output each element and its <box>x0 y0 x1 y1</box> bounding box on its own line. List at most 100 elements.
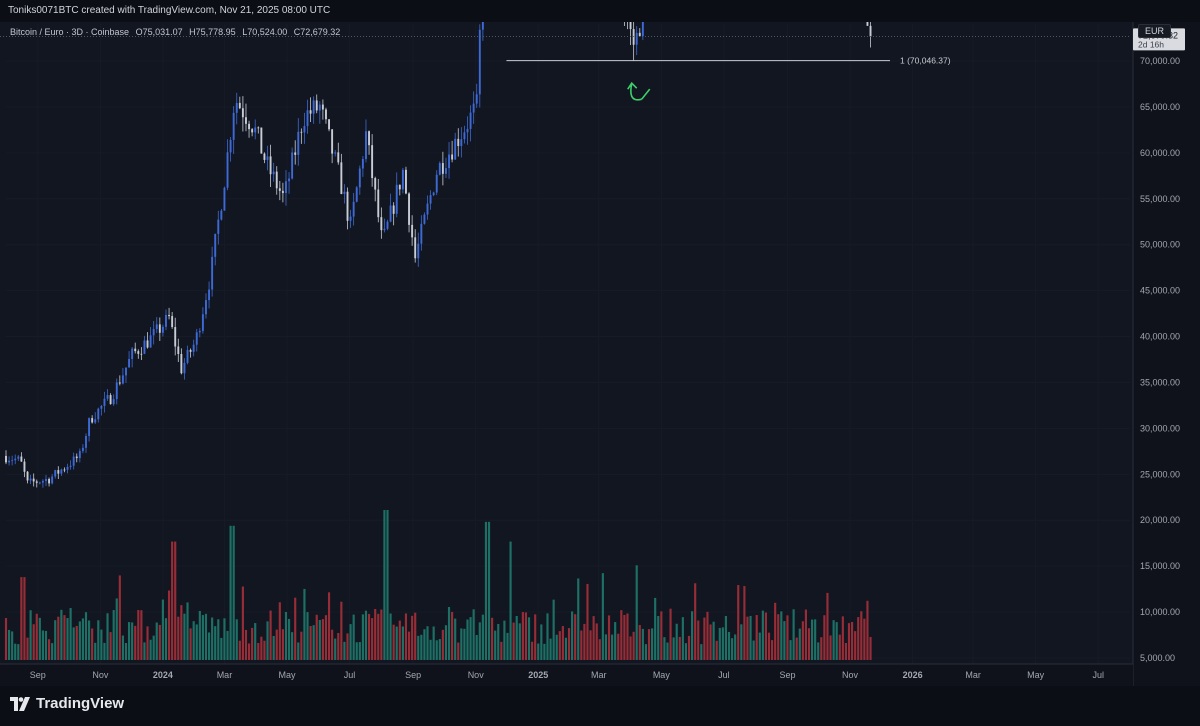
volume-bar <box>623 614 626 660</box>
volume-bar <box>647 629 651 660</box>
volume-bar <box>691 611 694 660</box>
volume-bar <box>395 626 398 660</box>
time-tick-label: Mar <box>591 670 607 680</box>
volume-bar <box>487 521 491 660</box>
ohlc-close: C72,679.32 <box>293 27 341 37</box>
price-chart[interactable]: 0 (105,914.36)0.25 (96,947.36)0.5 (87,98… <box>0 22 1200 686</box>
volume-bar <box>20 577 23 660</box>
volume-bar <box>171 541 174 660</box>
candle-body <box>269 156 272 175</box>
volume-bar <box>438 639 441 660</box>
symbol-legend: Bitcoin / Euro · 3D · Coinbase O75,031.0… <box>10 27 344 37</box>
candle-body <box>149 335 152 348</box>
candle-body <box>41 480 44 483</box>
volume-bar <box>678 636 681 660</box>
volume-bar <box>118 575 121 660</box>
volume-bar <box>601 573 604 660</box>
time-tick-label: Sep <box>779 670 795 680</box>
candle-body <box>312 100 315 114</box>
volume-bar <box>632 631 635 660</box>
volume-bar <box>383 510 386 660</box>
candle-body <box>632 29 635 45</box>
volume-bar <box>103 642 106 660</box>
volume-bar <box>63 615 66 660</box>
volume-bar <box>724 615 728 660</box>
symbol-name[interactable]: Bitcoin / Euro · 3D · Coinbase <box>10 27 130 37</box>
volume-bar <box>377 613 380 660</box>
candle-body <box>291 152 294 179</box>
candle-body <box>337 152 340 163</box>
volume-bar <box>275 629 278 660</box>
price-tick-label: 55,000.00 <box>1140 194 1180 204</box>
volume-bar <box>580 630 583 660</box>
candle-body <box>186 349 189 363</box>
volume-bar <box>798 628 801 660</box>
candle-body <box>100 405 103 409</box>
candle-body <box>69 465 72 467</box>
volume-bar <box>500 641 503 660</box>
candle-body <box>463 132 466 140</box>
candle-body <box>260 127 263 154</box>
volume-bar <box>807 628 811 660</box>
volume-bar <box>629 636 632 660</box>
price-axis[interactable]: 5,000.00 10,000.00 15,000.00 20,000.00 25,00… <box>1132 22 1200 686</box>
volume-bar <box>666 642 669 660</box>
volume-bar <box>700 644 703 660</box>
volume-bar <box>512 622 515 660</box>
volume-bar <box>371 618 374 660</box>
candle-body <box>32 478 35 482</box>
volume-bar <box>392 624 395 660</box>
volume-bar <box>718 627 721 660</box>
volume-bar <box>94 642 97 660</box>
volume-bar <box>727 631 731 660</box>
volume-bar <box>847 623 851 660</box>
tradingview-logo[interactable]: TradingView <box>10 695 124 712</box>
fib-retracement[interactable]: 0 (105,914.36)0.25 (96,947.36)0.5 (87,98… <box>506 22 962 66</box>
candle-body <box>254 127 257 133</box>
volume-bar <box>407 631 411 660</box>
candle-body <box>423 214 426 224</box>
time-axis[interactable]: Sep Nov 2024 Mar May Jul Sep Nov 2025 Mar May Jul Se… <box>0 663 1133 686</box>
volume-bar <box>546 613 549 660</box>
volume-bar <box>201 615 204 660</box>
volume-bar <box>715 640 718 660</box>
volume-bar <box>189 628 192 660</box>
candle-body <box>318 104 321 111</box>
volume-bar <box>564 637 568 660</box>
volume-bar <box>223 618 226 660</box>
candle-body <box>395 184 398 214</box>
volume-bar <box>460 628 463 660</box>
candle-body <box>438 163 441 175</box>
volume-bar <box>835 622 838 660</box>
volume-bar <box>857 617 860 660</box>
candle-body <box>288 178 291 182</box>
volume-bar <box>321 619 324 660</box>
volume-bar <box>297 642 300 660</box>
volume-bar <box>687 635 691 660</box>
volume-bar <box>484 521 488 660</box>
volume-bar <box>161 599 164 660</box>
candle-body <box>325 109 327 120</box>
candle-body <box>460 139 463 147</box>
volume-bar <box>712 621 715 660</box>
candle-body <box>448 154 450 169</box>
volume-bar <box>567 628 571 660</box>
candle-body <box>361 159 364 169</box>
price-tick-label: 65,000.00 <box>1140 102 1180 112</box>
volume-bar <box>503 620 506 660</box>
volume-bar <box>340 601 343 660</box>
volume-bar <box>478 622 481 660</box>
volume-bar <box>746 616 749 660</box>
volume-bar <box>17 644 20 660</box>
candle-body <box>405 169 407 194</box>
candle-body <box>466 128 469 133</box>
candle-body <box>57 470 60 474</box>
candle-body <box>309 110 312 114</box>
volume-bar <box>140 610 143 660</box>
volume-bar <box>380 609 383 660</box>
candle-body <box>174 327 177 347</box>
candle-countdown: 2d 16h <box>1138 39 1164 49</box>
volume-bar <box>192 621 195 660</box>
currency-button[interactable]: EUR <box>1138 24 1172 38</box>
volume-bar <box>91 628 94 660</box>
